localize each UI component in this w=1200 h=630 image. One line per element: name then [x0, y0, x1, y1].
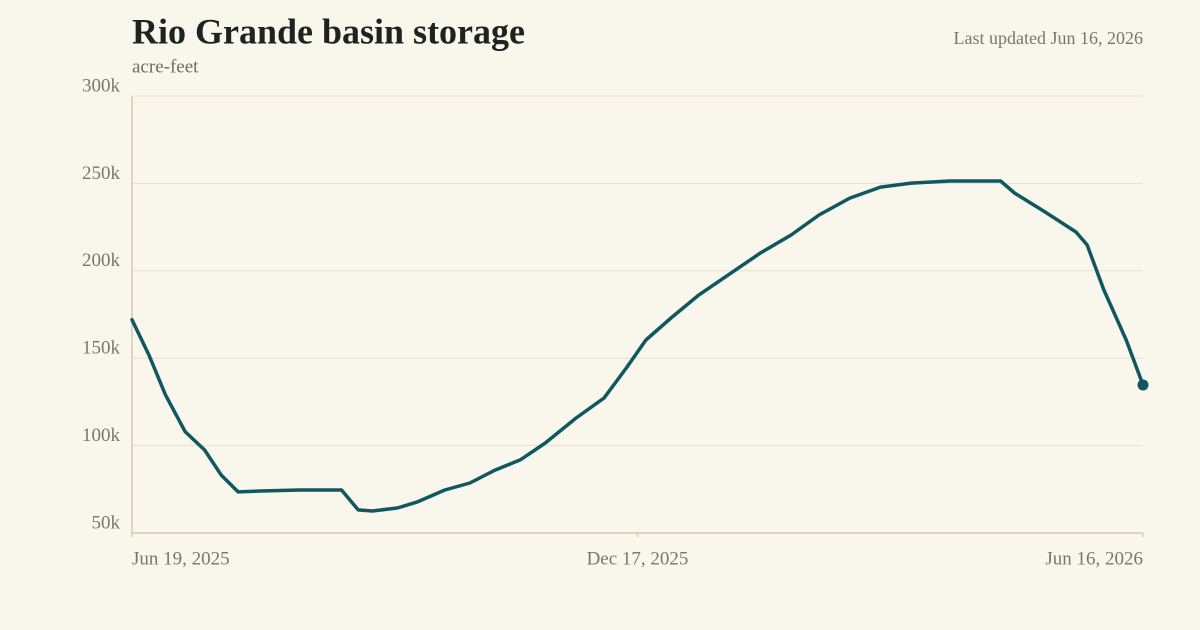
x-tick-label: Dec 17, 2025 [587, 548, 689, 569]
y-tick-label: 300k [82, 75, 121, 96]
x-tick-label: Jun 16, 2026 [1045, 548, 1143, 569]
y-tick-label: 50k [92, 512, 121, 533]
chart-subtitle: acre-feet [132, 56, 199, 77]
y-tick-label: 200k [82, 250, 121, 271]
y-tick-label: 250k [82, 163, 121, 184]
y-tick-label: 150k [82, 338, 121, 359]
line-series [130, 179, 1145, 513]
y-tick-label: 100k [82, 425, 121, 446]
x-tick-label: Jun 19, 2025 [132, 548, 230, 569]
end-marker [1137, 379, 1149, 391]
updated-note: Last updated Jun 16, 2026 [954, 28, 1143, 48]
chart-title: Rio Grande basin storage [132, 11, 525, 51]
